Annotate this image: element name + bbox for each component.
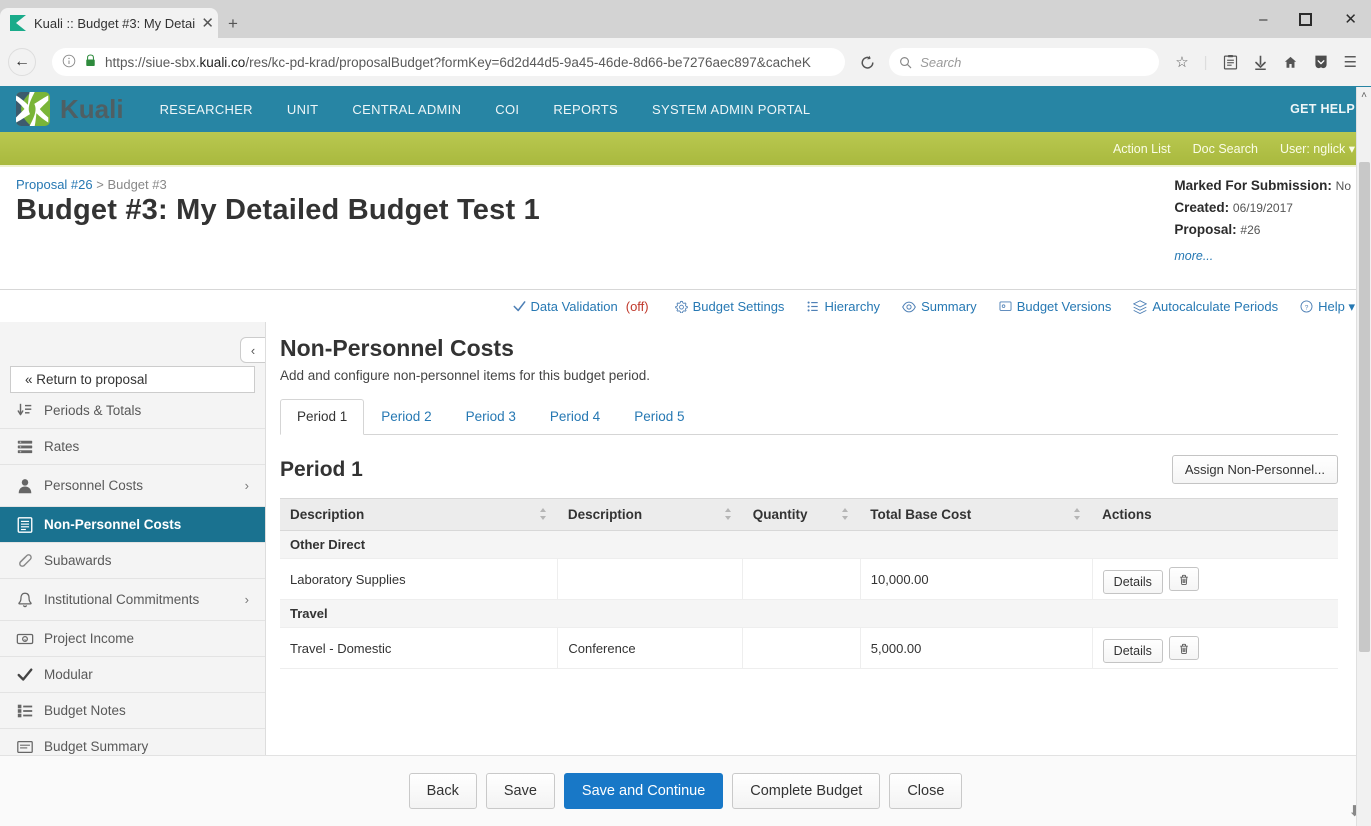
svg-text:?: ? (1305, 304, 1309, 311)
